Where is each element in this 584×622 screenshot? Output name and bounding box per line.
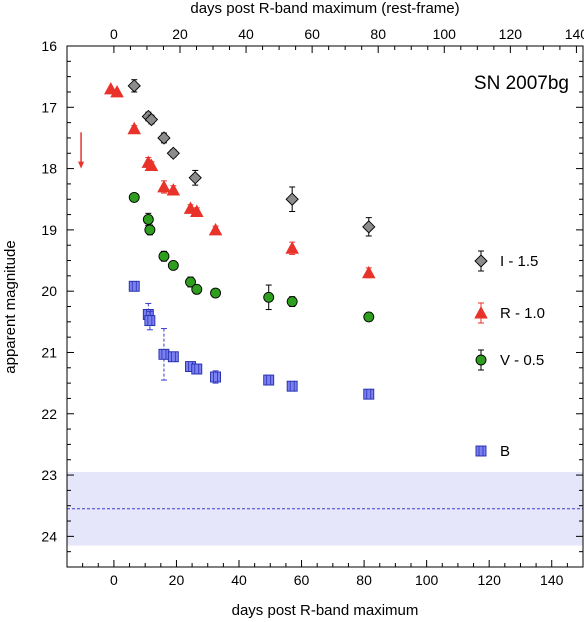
b-band-point bbox=[475, 445, 487, 457]
x-top-tick-label: 0 bbox=[110, 26, 118, 42]
v-band-point bbox=[286, 296, 298, 308]
r-band-point bbox=[127, 121, 141, 135]
x-tick-label: 20 bbox=[169, 572, 185, 588]
y-tick-label: 23 bbox=[41, 467, 57, 483]
b-band-square bbox=[286, 380, 298, 392]
v-band-point bbox=[128, 191, 140, 203]
x-tick-label: 0 bbox=[110, 572, 118, 588]
upper-limit-arrow-head bbox=[78, 161, 85, 169]
b-band-point bbox=[144, 315, 156, 327]
i-band-point bbox=[188, 171, 202, 185]
r-band-point bbox=[166, 183, 181, 196]
b-band-point bbox=[191, 363, 203, 375]
chart-title: SN 2007bg bbox=[474, 73, 569, 94]
i-band-point bbox=[474, 254, 488, 268]
i-band-point bbox=[166, 146, 180, 160]
b-band-square bbox=[167, 351, 179, 363]
v-band-point bbox=[185, 276, 196, 288]
b-band-point bbox=[263, 374, 275, 386]
v-band-point bbox=[191, 283, 203, 295]
data-points-layer bbox=[78, 79, 376, 400]
legend-label: V - 0.5 bbox=[500, 352, 544, 369]
legend: I - 1.5 R - 1.0 V - 0.5 B bbox=[474, 250, 545, 460]
b-band-square bbox=[158, 348, 170, 360]
v-band-point bbox=[263, 291, 275, 303]
y-tick-label: 16 bbox=[41, 38, 57, 54]
r-band-point bbox=[190, 204, 204, 217]
i-band-point bbox=[144, 112, 159, 127]
y-tick-label: 24 bbox=[41, 528, 57, 544]
b-band-point bbox=[158, 348, 170, 360]
b-band-square bbox=[263, 374, 275, 386]
x-tick-label: 40 bbox=[231, 572, 247, 588]
x-axis-label: days post R-band maximum bbox=[232, 602, 419, 619]
b-band-square bbox=[363, 388, 375, 400]
b-band-square bbox=[191, 363, 203, 375]
r-band-point bbox=[144, 158, 159, 171]
b-band-square bbox=[144, 315, 156, 327]
ticks-layer: 0 20 40 60 80 100 120 140 0 20 40 60 80 100 120 140 16 17… bbox=[41, 26, 584, 588]
y-tick-label: 18 bbox=[41, 161, 57, 177]
x-top-tick-label: 60 bbox=[304, 26, 320, 42]
x-top-tick-label: 100 bbox=[433, 26, 457, 42]
i-band-point bbox=[157, 131, 171, 145]
legend-label: R - 1.0 bbox=[500, 305, 545, 322]
r-band-point bbox=[110, 85, 124, 98]
y-tick-label: 20 bbox=[41, 283, 57, 299]
v-band-point bbox=[144, 224, 156, 236]
b-band-point bbox=[210, 371, 221, 383]
x-top-tick-label: 140 bbox=[565, 26, 584, 42]
x-top-tick-label: 20 bbox=[172, 26, 188, 42]
x-tick-label: 60 bbox=[294, 572, 310, 588]
i-band-point bbox=[127, 79, 141, 93]
r-band-point bbox=[362, 265, 376, 279]
b-band-point bbox=[128, 280, 140, 292]
y-tick-label: 22 bbox=[41, 406, 57, 422]
x-top-tick-label: 120 bbox=[499, 26, 523, 42]
x-tick-label: 100 bbox=[415, 572, 439, 588]
y-tick-label: 17 bbox=[41, 99, 57, 115]
x-axis-top-label: days post R-band maximum (rest-frame) bbox=[190, 0, 459, 17]
v-band-point bbox=[210, 287, 221, 299]
x-tick-label: 120 bbox=[478, 572, 502, 588]
v-band-point bbox=[167, 259, 179, 271]
x-tick-label: 80 bbox=[356, 572, 372, 588]
r-band-point bbox=[285, 241, 299, 254]
v-band-point bbox=[142, 214, 154, 225]
limit-band-layer bbox=[67, 471, 583, 546]
b-band-square bbox=[475, 445, 487, 457]
legend-label: I - 1.5 bbox=[500, 253, 538, 270]
x-tick-label: 140 bbox=[540, 572, 564, 588]
r-band-point bbox=[474, 306, 488, 319]
x-top-tick-label: 40 bbox=[238, 26, 254, 42]
r-band-point bbox=[208, 222, 223, 236]
b-band-point bbox=[363, 388, 375, 400]
b-band-point bbox=[286, 380, 298, 392]
b-band-square bbox=[128, 280, 140, 292]
y-tick-label: 21 bbox=[41, 344, 57, 360]
b-band-square bbox=[210, 371, 221, 383]
v-band-point bbox=[158, 250, 170, 262]
i-band-point bbox=[285, 192, 299, 206]
x-top-tick-label: 80 bbox=[370, 26, 386, 42]
v-band-point bbox=[363, 311, 375, 323]
b-band-point bbox=[167, 351, 179, 363]
y-axis-label: apparent magnitude bbox=[2, 240, 19, 373]
v-band-point bbox=[475, 354, 487, 366]
r-band-point bbox=[157, 180, 171, 193]
legend-label: B bbox=[500, 443, 510, 460]
y-tick-label: 19 bbox=[41, 222, 57, 238]
i-band-point bbox=[362, 220, 376, 234]
